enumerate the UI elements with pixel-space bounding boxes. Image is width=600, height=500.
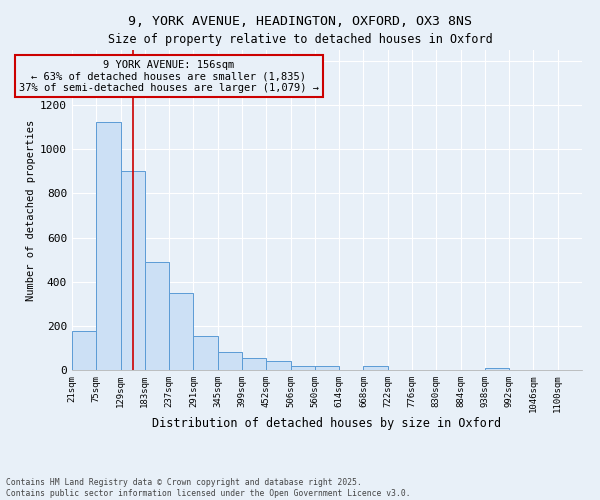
Bar xyxy=(193,336,218,370)
Text: 9, YORK AVENUE, HEADINGTON, OXFORD, OX3 8NS: 9, YORK AVENUE, HEADINGTON, OXFORD, OX3 … xyxy=(128,15,472,28)
Bar xyxy=(266,361,290,370)
Text: 9 YORK AVENUE: 156sqm
← 63% of detached houses are smaller (1,835)
37% of semi-d: 9 YORK AVENUE: 156sqm ← 63% of detached … xyxy=(19,60,319,93)
Bar xyxy=(290,366,315,370)
Bar xyxy=(145,262,169,370)
Bar xyxy=(315,366,339,370)
Text: Size of property relative to detached houses in Oxford: Size of property relative to detached ho… xyxy=(107,32,493,46)
Text: Contains HM Land Registry data © Crown copyright and database right 2025.
Contai: Contains HM Land Registry data © Crown c… xyxy=(6,478,410,498)
Bar xyxy=(364,366,388,370)
Y-axis label: Number of detached properties: Number of detached properties xyxy=(26,120,36,300)
Bar xyxy=(96,122,121,370)
Bar xyxy=(121,172,145,370)
Bar xyxy=(169,293,193,370)
Bar xyxy=(242,358,266,370)
X-axis label: Distribution of detached houses by size in Oxford: Distribution of detached houses by size … xyxy=(152,416,502,430)
Bar xyxy=(485,368,509,370)
Bar xyxy=(72,332,96,370)
Bar xyxy=(218,352,242,370)
